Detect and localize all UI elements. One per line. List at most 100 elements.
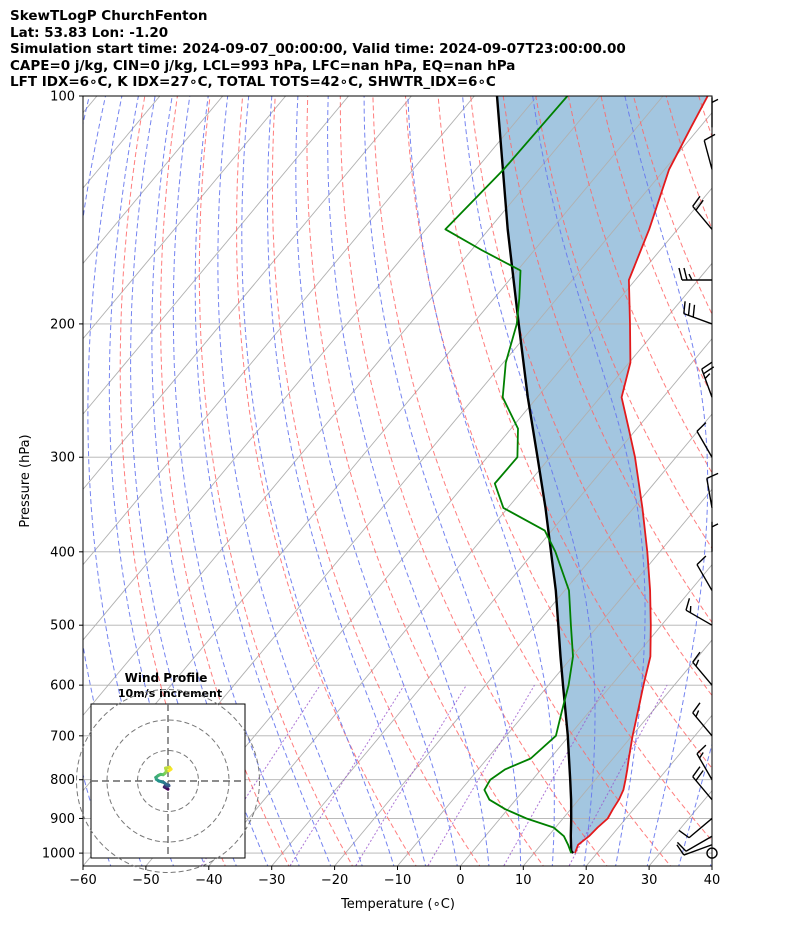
- wind-barb: [692, 651, 713, 686]
- isotherm-gridline: [83, 96, 224, 265]
- barb-feather: [688, 273, 693, 281]
- x-tick-label: 40: [704, 873, 721, 888]
- isotherm-gridline: [83, 96, 601, 717]
- dry-adiabat-line: [567, 96, 712, 474]
- wind-barb: [703, 133, 716, 170]
- wind-barb: [692, 766, 713, 801]
- barb-staff: [683, 312, 713, 325]
- x-tick-label: −40: [195, 873, 222, 888]
- moist-adiabat-line: [295, 96, 458, 866]
- indices-line-1: CAPE=0 j/kg, CIN=0 j/kg, LCL=993 hPa, LF…: [10, 57, 516, 74]
- barb-feather: [695, 659, 700, 667]
- dry-adiabat-line: [731, 96, 794, 869]
- barb-feather: [698, 752, 704, 759]
- barb-staff: [696, 430, 713, 458]
- dry-adiabat-line: [306, 96, 545, 866]
- moist-adiabat-line: [532, 96, 646, 866]
- dry-adiabat-line: [698, 96, 712, 138]
- wind-barb: [685, 598, 713, 626]
- barb-feather: [685, 598, 691, 611]
- y-tick-label: 1000: [42, 847, 75, 862]
- isotherm-gridline: [522, 639, 712, 866]
- barb-feather: [692, 304, 696, 318]
- isotherm-gridline: [397, 488, 712, 866]
- isotherm-gridline: [83, 96, 475, 566]
- moist-adiabat-line: [709, 858, 712, 866]
- moist-adiabat-line: [327, 96, 490, 866]
- barb-feather: [704, 373, 711, 379]
- barb-staff: [696, 564, 713, 591]
- dry-adiabat-line: [160, 96, 290, 866]
- dry-adiabat-line: [764, 96, 794, 869]
- x-tick-label: −30: [258, 873, 285, 888]
- mixing-ratio-line: [427, 684, 535, 866]
- mixing-ratio-line: [289, 684, 405, 866]
- moist-adiabat-line: [241, 96, 395, 866]
- barb-feather: [676, 841, 687, 852]
- chart-title-block: SkewTLogP ChurchFenton Lat: 53.83 Lon: -…: [10, 8, 626, 91]
- wind-barb: [696, 422, 713, 458]
- barb-feather: [676, 844, 685, 856]
- dry-adiabat-line: [405, 96, 712, 842]
- barb-staff: [688, 817, 713, 839]
- wind-barb: [678, 267, 712, 281]
- barb-feather: [692, 651, 701, 663]
- isotherm-gridline: [145, 187, 712, 866]
- y-tick-label: 100: [50, 90, 75, 105]
- wind-barb: [701, 361, 715, 398]
- moist-adiabat-line: [678, 742, 712, 866]
- isotherm-gridline: [334, 413, 712, 866]
- dry-adiabat-line: [633, 96, 712, 316]
- barb-staff: [685, 835, 713, 852]
- barb-feather: [683, 267, 688, 281]
- y-tick-label: 800: [50, 773, 75, 788]
- barb-feather: [703, 366, 715, 375]
- wind-barb: [711, 97, 719, 128]
- barb-feather: [696, 744, 707, 755]
- wind-barb: [706, 847, 718, 859]
- location-line: Lat: 53.83 Lon: -1.20: [10, 24, 169, 41]
- moist-adiabat-line: [172, 96, 300, 866]
- hodograph-ring: [76, 689, 260, 873]
- wind-barb: [706, 472, 719, 509]
- x-axis-label: Temperature (∘C): [340, 897, 455, 912]
- moist-adiabat-line: [194, 96, 332, 866]
- inset-subtitle: 10m/s increment: [118, 687, 222, 700]
- dry-adiabat-line: [198, 96, 354, 866]
- wind-barb: [676, 844, 713, 856]
- wind-barb: [676, 835, 713, 852]
- x-tick-label: −60: [69, 873, 96, 888]
- barb-staff: [701, 368, 713, 398]
- adiabat-lines: [83, 96, 794, 869]
- barb-feather: [692, 195, 701, 207]
- y-tick-label: 700: [50, 729, 75, 744]
- barb-staff: [683, 844, 713, 856]
- chart-title: SkewTLogP ChurchFenton: [10, 8, 208, 24]
- barb-feather: [706, 472, 719, 480]
- y-tick-label: 300: [50, 451, 75, 466]
- barb-feather: [678, 267, 683, 281]
- barb-feather: [696, 555, 707, 566]
- hodograph-segment: [167, 767, 173, 773]
- dry-adiabat-line: [236, 96, 417, 866]
- dry-adiabat-line: [339, 96, 608, 866]
- x-tick-label: −50: [132, 873, 159, 888]
- isotherm-gridline: [83, 96, 98, 114]
- parcel-path-line: [495, 96, 575, 854]
- dry-adiabat-line: [535, 96, 712, 550]
- wind-barb: [692, 702, 713, 737]
- y-tick-label: 600: [50, 679, 75, 694]
- y-tick-label: 200: [50, 317, 75, 332]
- dry-adiabat-line: [470, 96, 712, 697]
- isotherm-gridline: [711, 865, 712, 866]
- wind-barb: [696, 744, 713, 781]
- barb-feather: [695, 710, 700, 717]
- x-tick-label: −20: [321, 873, 348, 888]
- x-tick-label: 20: [578, 873, 595, 888]
- time-line: Simulation start time: 2024-09-07_00:00:…: [10, 41, 626, 58]
- isotherm-gridline: [648, 789, 712, 866]
- cin-shade-area: [497, 96, 708, 854]
- wind-barbs: [676, 97, 719, 859]
- temperature-line: [574, 96, 709, 854]
- barb-feather: [711, 523, 719, 528]
